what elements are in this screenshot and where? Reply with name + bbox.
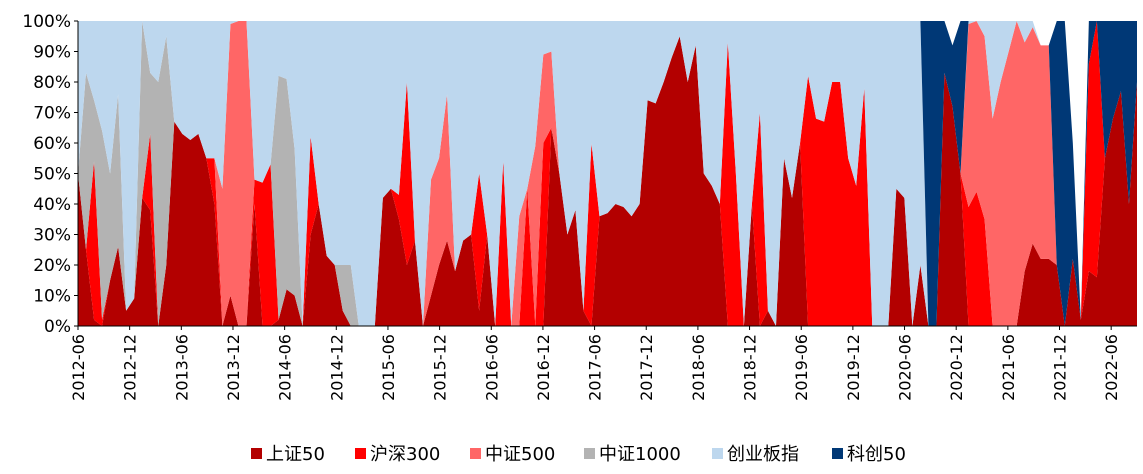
- y-tick-label: 60%: [33, 134, 71, 154]
- x-tick-label: 2019-12: [844, 334, 863, 401]
- y-tick-label: 40%: [33, 195, 71, 215]
- x-tick-label: 2013-06: [172, 334, 191, 401]
- x-tick-label: 2013-12: [224, 334, 243, 401]
- legend-item: 创业板指: [712, 444, 799, 465]
- legend-swatch: [584, 448, 595, 459]
- x-tick-label: 2015-06: [379, 334, 398, 401]
- x-tick-label: 2020-12: [947, 334, 966, 401]
- x-tick-label: 2019-06: [792, 334, 811, 401]
- x-axis: 2012-06 2012-12 2013-06 2013-12 2014-06 2014-…: [69, 325, 1137, 401]
- area-series-2: [78, 21, 1137, 326]
- x-tick-label: 2022-06: [1102, 334, 1121, 401]
- area-series-3: [78, 21, 1137, 326]
- x-tick-label: 2012-06: [69, 334, 88, 401]
- x-tick-label: 2020-06: [896, 334, 915, 401]
- x-tick-label: 2018-12: [741, 334, 760, 401]
- y-tick-label: 30%: [33, 226, 71, 246]
- y-tick-label: 80%: [33, 73, 71, 93]
- y-tick-label: 50%: [33, 165, 71, 185]
- legend-label: 中证1000: [599, 444, 681, 465]
- legend-swatch: [712, 448, 723, 459]
- legend: 上证50 沪深300 中证500 中证1000 创业板指 科创50: [251, 444, 906, 465]
- x-tick-label: 2014-12: [327, 334, 346, 401]
- legend-item: 沪深300: [355, 444, 440, 465]
- legend-label: 中证500: [485, 444, 555, 465]
- y-tick-label: 10%: [33, 287, 71, 307]
- x-tick-label: 2021-06: [999, 334, 1018, 401]
- legend-label: 上证50: [266, 444, 325, 465]
- area-series-4: [78, 21, 1137, 326]
- legend-item: 中证500: [470, 444, 555, 465]
- area-series-5: [78, 21, 1137, 326]
- x-tick-label: 2016-12: [534, 334, 553, 401]
- legend-swatch: [251, 448, 262, 459]
- x-tick-label: 2017-12: [637, 334, 656, 401]
- legend-label: 科创50: [847, 444, 906, 465]
- y-tick-label: 70%: [33, 104, 71, 124]
- legend-item: 中证1000: [584, 444, 681, 465]
- x-tick-label: 2021-12: [1051, 334, 1070, 401]
- y-tick-label: 90%: [33, 43, 71, 63]
- y-axis: 0% 10% 20% 30% 40% 50% 60% 70% 80% 90% 100%: [22, 12, 79, 337]
- legend-swatch: [355, 448, 366, 459]
- legend-item: 科创50: [832, 444, 906, 465]
- x-tick-label: 2012-12: [121, 334, 140, 401]
- x-tick-label: 2014-06: [276, 334, 295, 401]
- legend-label: 创业板指: [727, 444, 799, 465]
- y-tick-label: 0%: [44, 317, 71, 337]
- legend-swatch: [832, 448, 843, 459]
- x-tick-label: 2017-06: [586, 334, 605, 401]
- plot-area: [78, 21, 1137, 326]
- legend-swatch: [470, 448, 481, 459]
- area-series-0: [78, 36, 1137, 326]
- x-tick-label: 2016-06: [482, 334, 501, 401]
- y-tick-label: 20%: [33, 256, 71, 276]
- legend-item: 上证50: [251, 444, 325, 465]
- x-tick-label: 2018-06: [689, 334, 708, 401]
- x-tick-label: 2015-12: [431, 334, 450, 401]
- legend-label: 沪深300: [370, 444, 440, 465]
- y-tick-label: 100%: [22, 12, 71, 32]
